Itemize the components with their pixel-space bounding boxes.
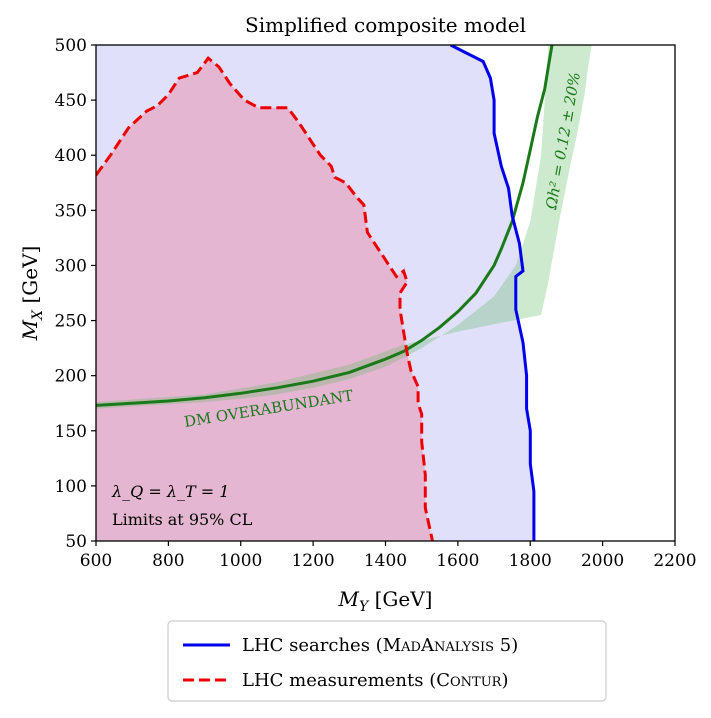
contur-measurement-line <box>96 56 434 541</box>
y-tick-label: 100 <box>55 477 87 497</box>
legend: LHC searches (MADANALYSIS 5) LHC measure… <box>167 620 607 702</box>
x-tick-label: 1400 <box>364 551 407 571</box>
x-tick-label: 1800 <box>509 551 552 571</box>
y-axis-label: MX [GeV] <box>18 246 46 342</box>
y-tick-label: 200 <box>55 367 87 387</box>
x-tick-label: 1000 <box>219 551 262 571</box>
x-tick-label: 2000 <box>581 551 624 571</box>
x-axis-label: MY [GeV] <box>338 587 433 615</box>
relic-density-band <box>96 45 592 409</box>
y-tick-label: 500 <box>55 36 87 56</box>
x-tick-label: 2200 <box>653 551 696 571</box>
coupling-label: λ_Q = λ_T = 1 <box>111 482 229 501</box>
madanalysis-search-line <box>449 45 536 541</box>
legend-label-measurements: LHC measurements (CONTUR) <box>242 670 508 691</box>
legend-label-searches: LHC searches (MADANALYSIS 5) <box>242 635 518 656</box>
y-axis-ticks: 50 100 150 200 250 300 350 400 450 500 <box>55 36 96 552</box>
confidence-label: Limits at 95% CL <box>112 510 253 529</box>
y-tick-label: 300 <box>55 256 87 276</box>
chart-title: Simplified composite model <box>245 13 526 37</box>
y-tick-label: 400 <box>55 146 87 166</box>
y-tick-label: 150 <box>55 422 87 442</box>
x-tick-label: 800 <box>152 551 184 571</box>
measurement-exclusion-region <box>96 58 433 541</box>
y-tick-label: 450 <box>55 91 87 111</box>
legend-frame <box>167 620 607 702</box>
relic-density-line <box>96 45 554 407</box>
x-tick-label: 1600 <box>436 551 479 571</box>
y-tick-label: 250 <box>55 312 87 332</box>
x-tick-label: 1200 <box>291 551 334 571</box>
x-tick-label: 600 <box>80 551 112 571</box>
y-tick-label: 50 <box>65 532 87 552</box>
y-tick-label: 350 <box>55 201 87 221</box>
x-axis-ticks: 600 800 1000 1200 1400 1600 1800 2000 2200 <box>80 541 697 571</box>
